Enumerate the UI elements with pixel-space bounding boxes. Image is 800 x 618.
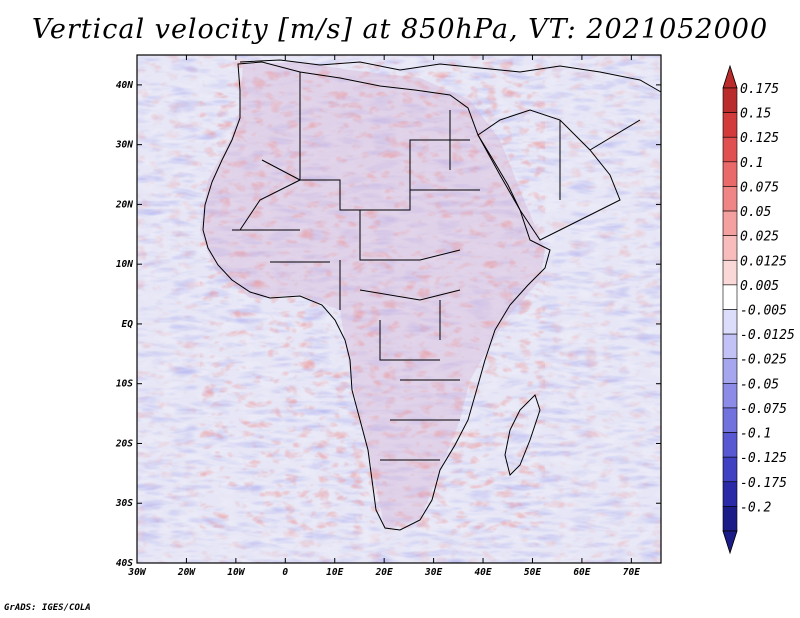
colorbar-label: 0.15 — [740, 107, 771, 122]
lon-tick-label: 10E — [326, 567, 343, 578]
colorbar-swatch — [722, 87, 738, 113]
colorbar-label: -0.125 — [740, 451, 787, 466]
lon-tick-label: 20W — [177, 567, 196, 578]
lon-tick-label: 20E — [375, 567, 393, 578]
lat-tick-label: 20S — [115, 438, 133, 449]
colorbar-swatch — [722, 186, 738, 212]
colorbar-swatch — [722, 284, 738, 310]
colorbar-swatch — [722, 136, 738, 163]
colorbar-label: 0.0125 — [740, 254, 787, 269]
border-lines — [232, 72, 641, 461]
colorbar-swatch — [722, 235, 738, 261]
colorbar-label: -0.175 — [740, 476, 787, 491]
colorbar-label: 0.05 — [740, 205, 771, 220]
lat-tick-label: EQ — [122, 319, 134, 330]
colorbar-swatch — [722, 432, 738, 458]
colorbar-swatch — [722, 333, 738, 360]
coastlines — [202, 59, 662, 531]
colorbar-min-arrow — [722, 530, 738, 555]
colorbar-label: -0.075 — [740, 402, 787, 417]
map-frame — [136, 54, 662, 564]
colorbar-swatch — [722, 259, 738, 286]
lat-tick-label: 30N — [115, 140, 133, 151]
credit-label: GrADS: IGES/COLA — [4, 603, 91, 613]
colorbar-max-arrow — [722, 64, 738, 89]
colorbar-swatch — [722, 112, 738, 138]
colorbar-label: -0.005 — [740, 304, 787, 319]
colorbar-label: -0.0125 — [740, 328, 795, 343]
colorbar-label: 0.175 — [740, 82, 779, 97]
colorbar: 0.175 0.15 0.125 0.1 0.075 0.05 0.025 0.0125 0.0… — [722, 64, 795, 555]
madagascar-coastline — [504, 394, 541, 476]
lat-tick-label: 10S — [116, 379, 133, 390]
longitude-axis: 30W 20W 10W 0 10E 20E 30E 40E 50E 60E 70E — [127, 55, 640, 578]
colorbar-label: -0.05 — [740, 377, 779, 392]
lat-tick-label: 40N — [116, 80, 133, 91]
colorbar-swatch — [722, 456, 738, 483]
lon-tick-label: 40E — [474, 567, 491, 578]
lon-tick-label: 50E — [524, 567, 541, 578]
colorbar-label: 0.005 — [740, 279, 779, 294]
colorbar-swatch — [722, 407, 738, 433]
lat-tick-label: 20N — [115, 199, 133, 210]
lon-tick-label: 10W — [227, 567, 245, 578]
lon-tick-label: 30W — [127, 567, 146, 578]
velocity-field — [137, 55, 661, 563]
colorbar-swatch — [722, 506, 738, 532]
colorbar-label: -0.1 — [740, 427, 771, 442]
colorbar-swatch — [722, 481, 738, 507]
colorbar-label: 0.025 — [740, 230, 779, 245]
lat-tick-label: 10N — [116, 259, 133, 270]
lon-tick-label: 60E — [573, 567, 590, 578]
map-title: Vertical velocity [m/s] at 850hPa, VT: 2… — [31, 14, 769, 45]
colorbar-swatch — [722, 383, 738, 409]
colorbar-label: 0.125 — [740, 131, 779, 146]
lon-tick-label: 30E — [424, 567, 442, 578]
colorbar-label: -0.025 — [740, 353, 787, 368]
lat-tick-label: 40S — [116, 558, 133, 569]
colorbar-swatch — [722, 210, 738, 236]
colorbar-label: 0.1 — [740, 156, 763, 171]
colorbar-label: -0.2 — [740, 500, 771, 515]
lon-tick-label: 0 — [282, 567, 288, 578]
colorbar-swatch — [722, 309, 738, 335]
colorbar-swatch — [722, 358, 738, 384]
lon-tick-label: 70E — [623, 567, 640, 578]
lat-tick-label: 30S — [115, 498, 133, 509]
latitude-axis: 40N 30N 20N 10N EQ 10S 20S 30S 40S — [115, 80, 661, 569]
colorbar-label: 0.075 — [740, 180, 779, 195]
arabia-coastline — [477, 109, 621, 241]
europe-coastline — [239, 59, 662, 93]
colorbar-swatch — [722, 161, 738, 187]
